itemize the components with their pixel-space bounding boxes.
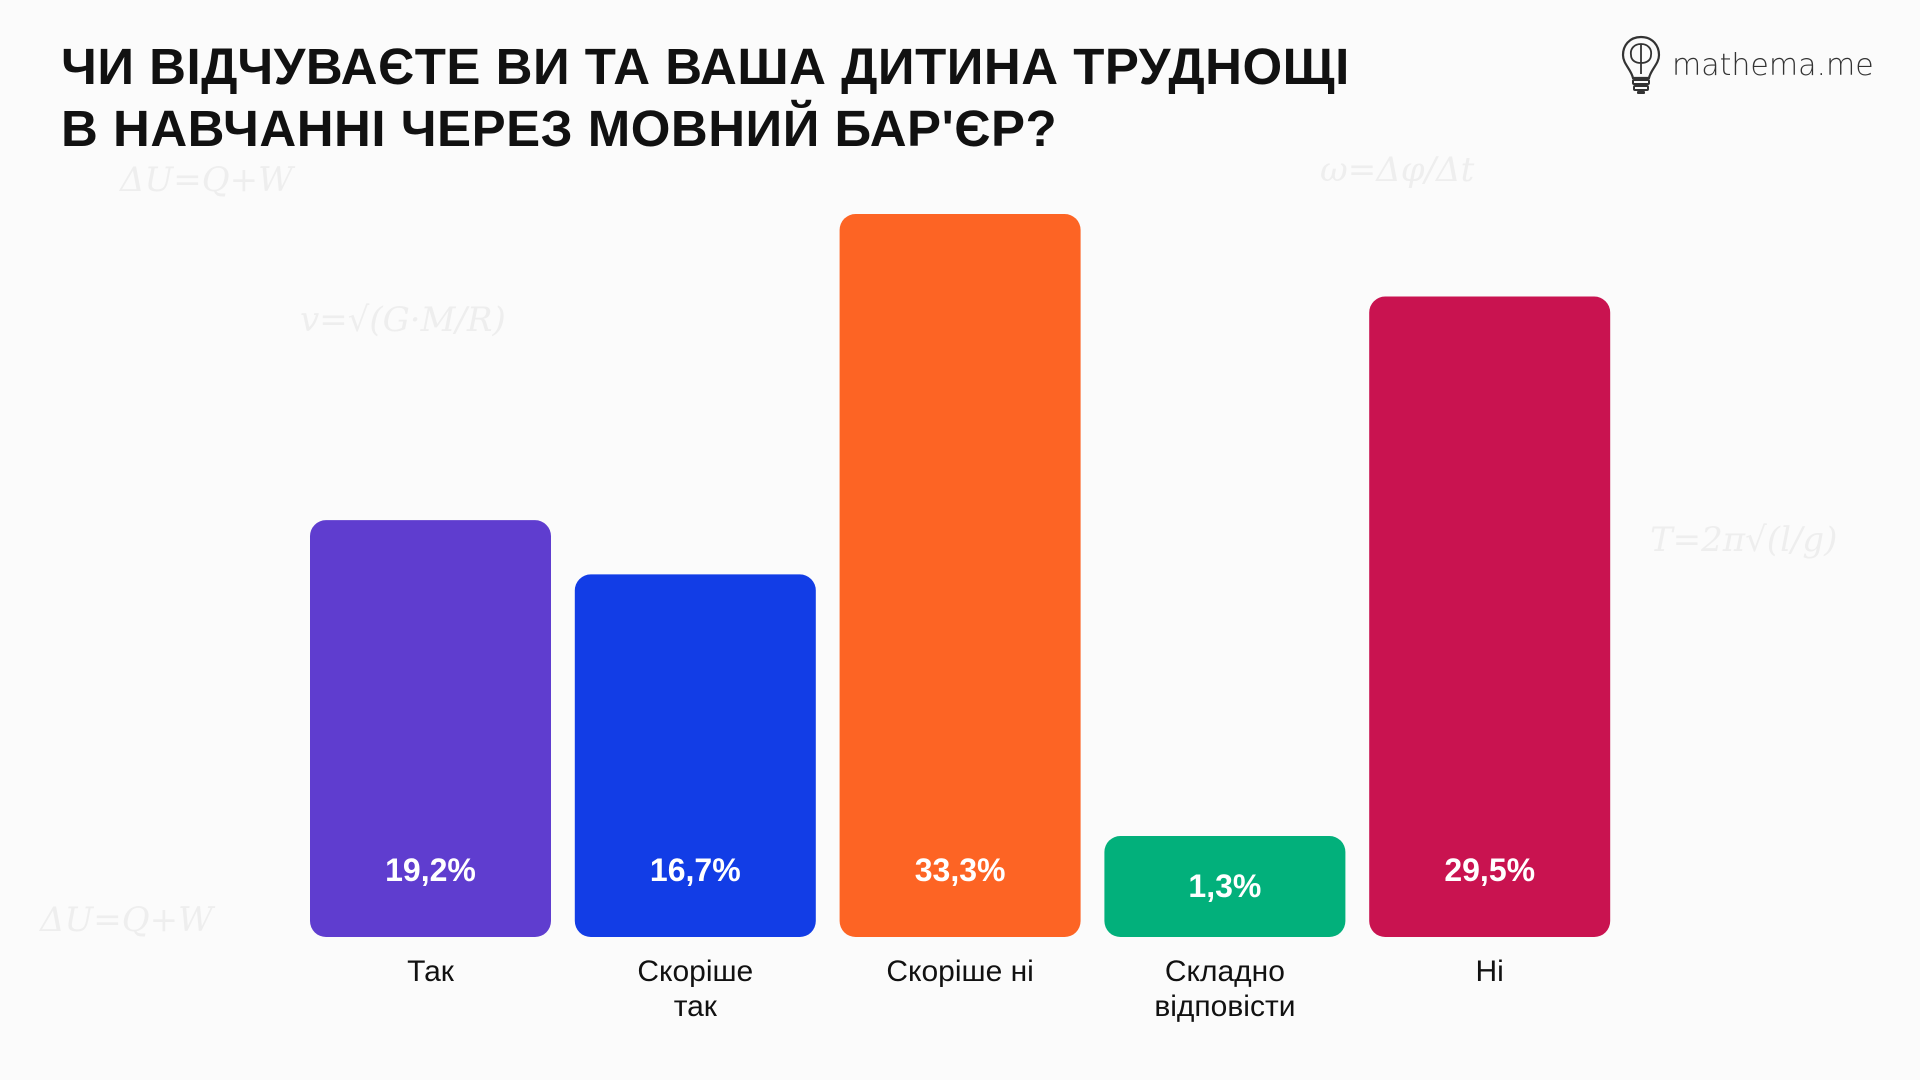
value-label: 19,2% (385, 852, 476, 888)
background-formula: T=2π√(l/g) (1650, 520, 1838, 560)
value-label: 33,3% (915, 852, 1006, 888)
category-label: Складно (1165, 955, 1285, 988)
background-formula: ΔU=Q+W (120, 160, 294, 200)
category-label: Так (407, 955, 455, 988)
value-label: 1,3% (1188, 868, 1261, 904)
background-formula: ω=Δφ/Δt (1320, 150, 1475, 190)
bar (574, 574, 816, 937)
bar (839, 214, 1081, 937)
background-formula: v=√(G·M/R) (300, 300, 506, 340)
logo: mathema.me (1620, 34, 1874, 96)
bar (1104, 836, 1346, 937)
background-formula: ΔU=Q+W (40, 900, 214, 940)
bar (1369, 296, 1611, 937)
category-label: так (674, 990, 718, 1023)
bar (310, 520, 551, 937)
lightbulb-brain-icon (1621, 35, 1661, 94)
category-label: відповісти (1154, 990, 1295, 1023)
chart-title: ЧИ ВІДЧУВАЄТЕ ВИ ТА ВАША ДИТИНА ТРУДНОЩІ… (61, 36, 1350, 160)
logo-text: mathema.me (1672, 47, 1874, 83)
category-label: Скоріше ні (886, 955, 1033, 988)
title-line-2: В НАВЧАННІ ЧЕРЕЗ МОВНИЙ БАР'ЄР? (61, 100, 1058, 157)
category-label: Ні (1476, 955, 1504, 988)
value-label: 29,5% (1444, 852, 1535, 888)
title-line-1: ЧИ ВІДЧУВАЄТЕ ВИ ТА ВАША ДИТИНА ТРУДНОЩІ (61, 38, 1350, 95)
category-label: Скоріше (637, 955, 753, 988)
value-label: 16,7% (650, 852, 741, 888)
